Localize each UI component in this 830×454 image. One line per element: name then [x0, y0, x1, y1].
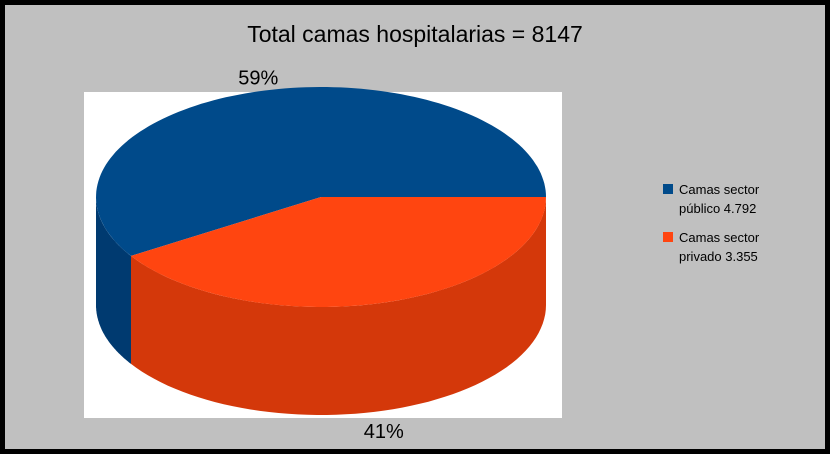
data-label: 41%	[364, 421, 404, 443]
data-label: 59%	[238, 68, 278, 90]
pie-slice	[131, 197, 546, 307]
chart-title: Total camas hospitalarias = 8147	[247, 21, 583, 47]
pie-slice-side	[131, 197, 546, 415]
legend-swatch	[663, 184, 673, 194]
legend-label: Camas sector privado 3.355	[679, 230, 760, 264]
legend-swatch	[663, 232, 673, 242]
legend-label: Camas sector público 4.792	[679, 182, 760, 216]
pie-slice-side	[96, 197, 131, 364]
pie-slice	[96, 87, 546, 256]
